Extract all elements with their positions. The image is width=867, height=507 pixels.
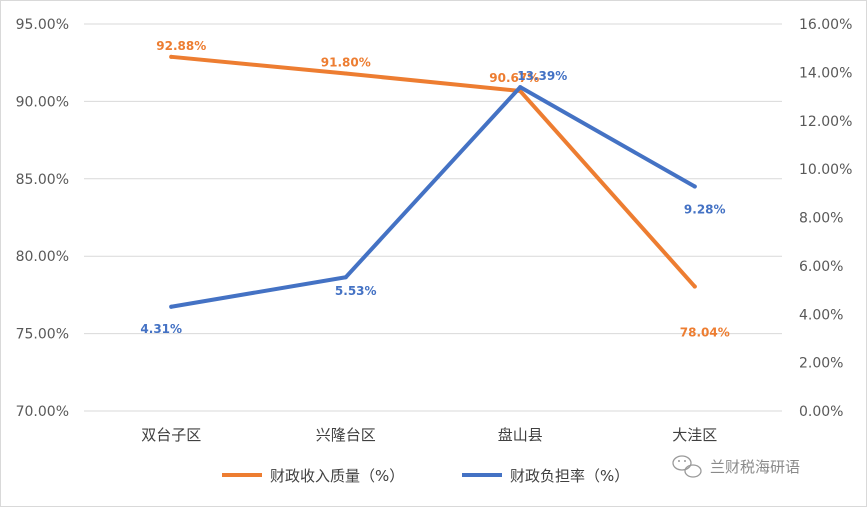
category-axis-labels: 双台子区 兴隆台区 盘山县 大洼区 (141, 426, 717, 444)
right-axis-ticks: 16.00% 14.00% 12.00% 10.00% 8.00% 6.00% 4.00% 2… (799, 17, 852, 420)
data-label: 92.88% (156, 39, 206, 53)
right-tick-label: 4.00% (799, 307, 843, 323)
left-tick-label: 75.00% (16, 327, 69, 343)
data-label: 5.53% (335, 284, 377, 298)
category-label: 盘山县 (498, 426, 543, 444)
series-line-revenue-quality (169, 54, 697, 289)
right-tick-label: 14.00% (799, 65, 852, 81)
right-tick-label: 16.00% (799, 17, 852, 33)
wechat-icon (672, 455, 702, 478)
category-label: 双台子区 (141, 426, 201, 444)
right-tick-label: 12.00% (799, 114, 852, 130)
right-tick-label: 10.00% (799, 162, 852, 178)
data-label: 90.67% (489, 71, 539, 85)
left-tick-label: 90.00% (16, 94, 69, 110)
data-point (169, 54, 174, 59)
right-tick-label: 6.00% (799, 259, 843, 275)
watermark: 兰财税海研语 (672, 455, 800, 478)
data-label: 13.39% (517, 69, 567, 83)
data-label: 9.28% (684, 203, 726, 217)
data-label: 91.80% (321, 56, 371, 70)
series-line-burden-rate (169, 85, 697, 309)
category-label: 大洼区 (672, 426, 717, 444)
right-tick-label: 8.00% (799, 211, 843, 227)
left-tick-label: 80.00% (16, 249, 69, 265)
data-labels: 92.88% 91.80% 90.67% 78.04% 4.31% 5.53% 13.39%… (140, 39, 729, 340)
legend-label-burden-rate: 财政负担率（%） (510, 467, 629, 485)
data-point (343, 275, 348, 280)
data-label: 4.31% (140, 322, 182, 336)
data-point (518, 85, 523, 90)
right-tick-label: 0.00% (799, 404, 843, 420)
data-label: 78.04% (680, 326, 730, 340)
data-point (343, 71, 348, 76)
right-tick-label: 2.00% (799, 356, 843, 372)
series-lines (169, 54, 697, 309)
data-point (692, 184, 697, 189)
left-tick-label: 85.00% (16, 172, 69, 188)
category-label: 兴隆台区 (316, 426, 376, 444)
left-tick-label: 95.00% (16, 17, 69, 33)
legend-label-revenue-quality: 财政收入质量（%） (270, 467, 404, 485)
left-axis-ticks: 95.00% 90.00% 85.00% 80.00% 75.00% 70.00% (16, 17, 69, 420)
data-point (169, 304, 174, 309)
watermark-text: 兰财税海研语 (710, 458, 800, 476)
left-tick-label: 70.00% (16, 404, 69, 420)
gridlines (84, 23, 782, 412)
legend: 财政收入质量（%） 财政负担率（%） (222, 467, 629, 485)
data-point (692, 284, 697, 289)
